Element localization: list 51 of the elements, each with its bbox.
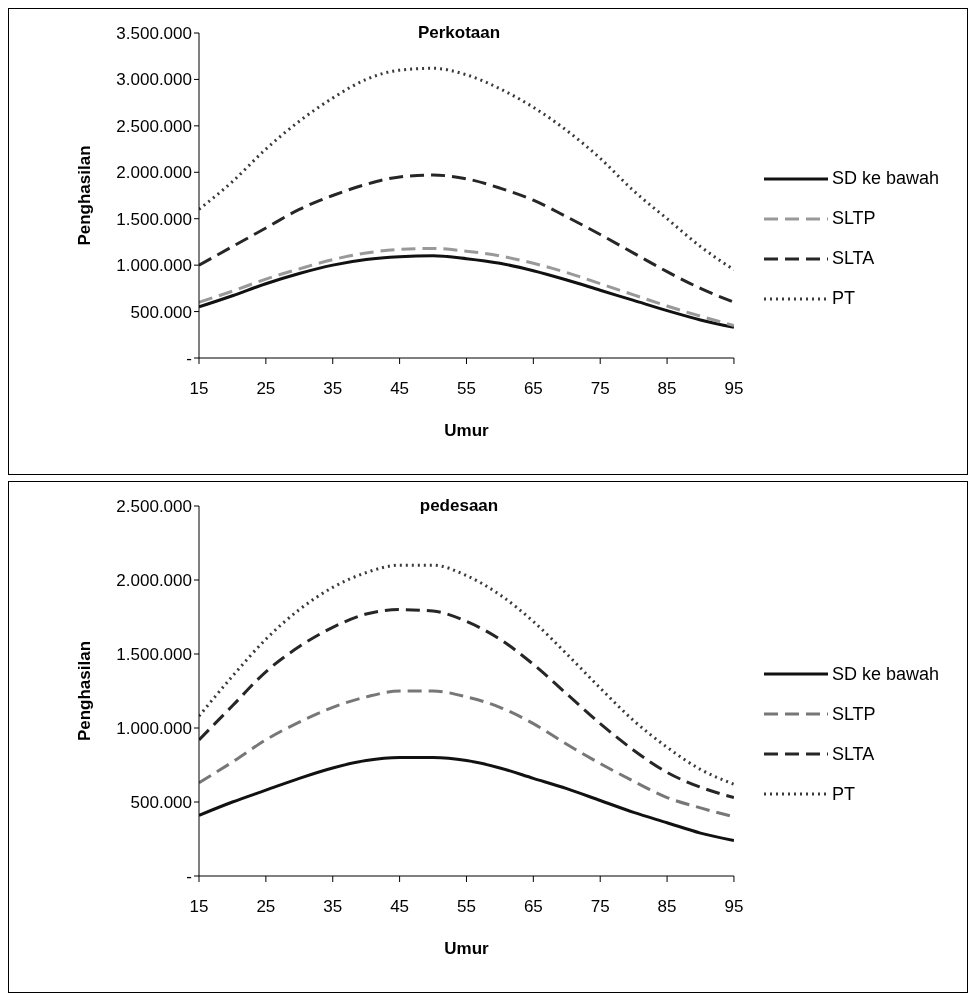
x-axis-title: Umur (444, 939, 490, 958)
line-series (199, 563, 734, 786)
y-tick-label: 2.000.000 (116, 163, 192, 183)
legend-label: SD ke bawah (831, 168, 939, 189)
y-tick-label: 2.000.000 (116, 571, 192, 591)
x-tick-label: 95 (724, 379, 744, 399)
y-tick-label: 1.500.000 (116, 645, 192, 665)
y-tick-label: 2.500.000 (116, 116, 192, 136)
x-axis-title: Umur (444, 421, 490, 440)
x-tick-label: 65 (523, 897, 543, 917)
line-series (199, 608, 734, 800)
legend-label: PT (831, 783, 855, 805)
x-tick-label: 45 (390, 379, 410, 399)
y-tick-label: 2.500.000 (116, 497, 192, 517)
x-tick-label: 75 (590, 379, 610, 399)
y-tick-label: 500.000 (130, 302, 192, 322)
x-tick-label: 35 (323, 379, 343, 399)
x-tick-label: 15 (189, 897, 209, 917)
chart-title: Perkotaan (416, 23, 502, 43)
legend-label: SLTA (831, 248, 875, 269)
y-tick-label: 3.500.000 (116, 24, 192, 44)
y-tick-label: 1.000.000 (116, 256, 192, 276)
legend-label: SLTA (831, 743, 875, 765)
y-tick-label: 3.000.000 (116, 70, 192, 90)
y-axis-title: Penghasilan (75, 145, 95, 246)
x-tick-label: 25 (256, 379, 276, 399)
x-tick-label: 95 (724, 897, 744, 917)
x-tick-label: 85 (657, 379, 677, 399)
x-tick-label: 45 (390, 897, 410, 917)
x-tick-label: 55 (457, 897, 476, 917)
x-tick-label: 25 (256, 897, 276, 917)
line-series (199, 173, 734, 304)
x-tick-label: 15 (189, 379, 209, 399)
legend-label: SD ke bawah (831, 663, 939, 685)
legend-label: SLTP (831, 703, 876, 725)
y-tick-label: 500.000 (130, 793, 192, 813)
x-tick-label: 55 (457, 379, 476, 399)
x-tick-label: 65 (523, 379, 543, 399)
legend-label: SLTP (831, 208, 876, 229)
line-series (199, 756, 734, 842)
y-tick-label: 1.000.000 (116, 719, 192, 739)
y-axis-title: Penghasilan (75, 640, 95, 742)
x-tick-label: 75 (590, 897, 610, 917)
line-series (199, 66, 734, 272)
x-tick-label: 85 (657, 897, 677, 917)
y-tick-label: - (186, 867, 192, 887)
chart-title: pedesaan (418, 496, 500, 516)
y-tick-label: 1.500.000 (116, 209, 192, 229)
legend-label: PT (831, 288, 855, 309)
y-tick-label: - (186, 349, 192, 369)
x-tick-label: 35 (323, 897, 343, 917)
